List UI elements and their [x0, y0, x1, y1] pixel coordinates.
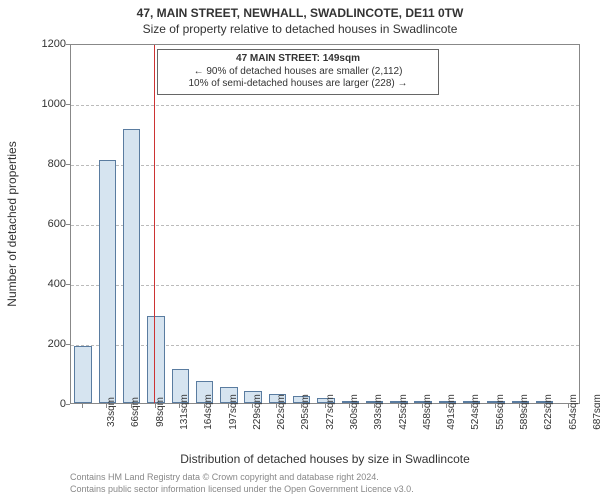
histogram-bar	[123, 129, 140, 404]
y-tick-label: 800	[48, 158, 66, 170]
y-tick-label: 400	[48, 278, 66, 290]
footnote-line2: Contains public sector information licen…	[70, 484, 590, 494]
annotation-smaller: ← 90% of detached houses are smaller (2,…	[163, 66, 433, 79]
gridline-h	[71, 225, 579, 226]
histogram-bar	[74, 346, 91, 403]
histogram-bar	[99, 160, 116, 403]
x-axis-label: Distribution of detached houses by size …	[70, 452, 580, 466]
y-tick-mark	[66, 224, 70, 225]
y-tick-mark	[66, 344, 70, 345]
chart-container: 47, MAIN STREET, NEWHALL, SWADLINCOTE, D…	[0, 0, 600, 500]
annotation-larger: 10% of semi-detached houses are larger (…	[163, 78, 433, 91]
y-tick-mark	[66, 164, 70, 165]
plot-area: 47 MAIN STREET: 149sqm← 90% of detached …	[70, 44, 580, 404]
annotation-box: 47 MAIN STREET: 149sqm← 90% of detached …	[157, 49, 439, 95]
y-tick-label: 600	[48, 218, 66, 230]
y-axis-label: Number of detached properties	[5, 141, 19, 306]
reference-line	[154, 45, 155, 403]
annotation-title: 47 MAIN STREET: 149sqm	[163, 53, 433, 66]
y-tick-mark	[66, 104, 70, 105]
gridline-h	[71, 285, 579, 286]
chart-subtitle: Size of property relative to detached ho…	[0, 22, 600, 36]
y-tick-mark	[66, 284, 70, 285]
x-tick-label: 687sqm	[568, 394, 600, 430]
chart-title-address: 47, MAIN STREET, NEWHALL, SWADLINCOTE, D…	[0, 6, 600, 20]
y-tick-label: 200	[48, 338, 66, 350]
y-tick-label: 1200	[42, 38, 66, 50]
histogram-bar	[147, 316, 164, 403]
gridline-h	[71, 105, 579, 106]
y-tick-mark	[66, 404, 70, 405]
gridline-h	[71, 165, 579, 166]
y-tick-mark	[66, 44, 70, 45]
footnote-line1: Contains HM Land Registry data © Crown c…	[70, 472, 590, 482]
y-tick-label: 1000	[42, 98, 66, 110]
